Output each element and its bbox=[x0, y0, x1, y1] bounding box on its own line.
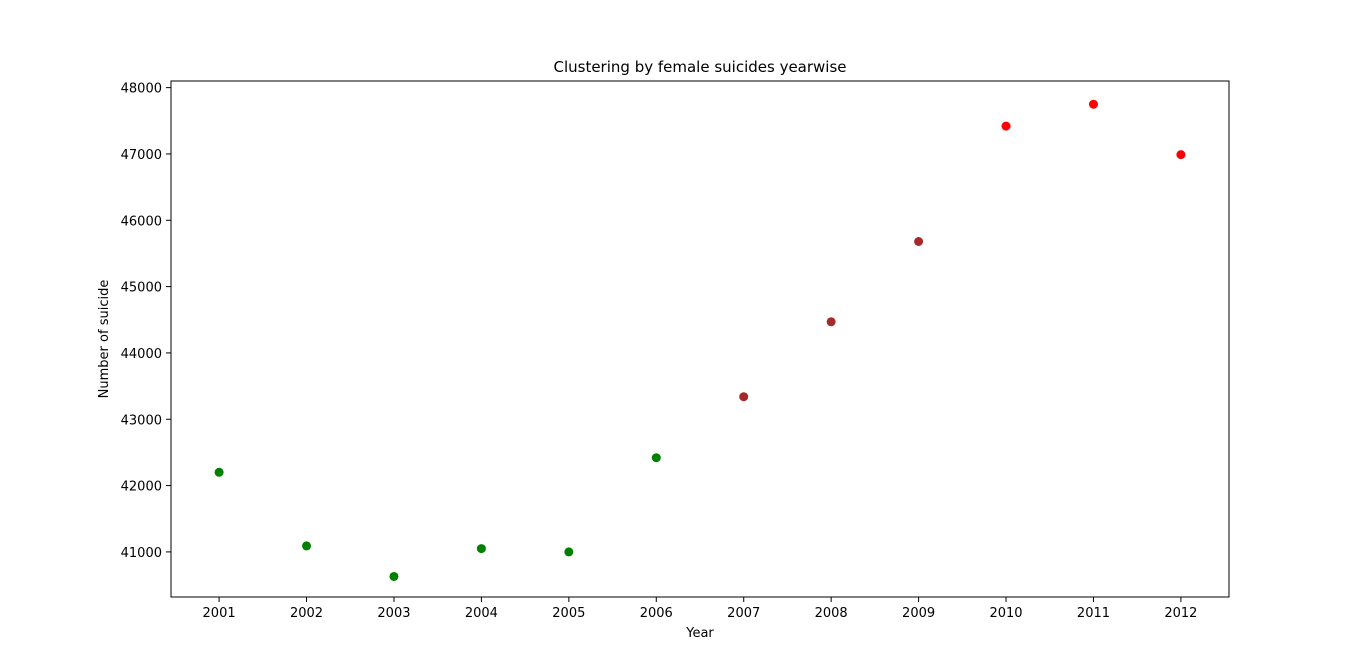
x-tick-label: 2002 bbox=[290, 606, 323, 621]
data-points bbox=[214, 99, 1186, 581]
x-tick-label: 2003 bbox=[377, 606, 410, 621]
data-point bbox=[302, 541, 312, 551]
y-axis-title: Number of suicide bbox=[97, 280, 112, 399]
data-point bbox=[476, 544, 486, 554]
y-tick-label: 48000 bbox=[121, 82, 162, 97]
y-tick-label: 42000 bbox=[121, 480, 162, 495]
x-tick-label: 2001 bbox=[203, 606, 236, 621]
data-point bbox=[564, 547, 574, 557]
plot-area: 2001 2002 2003 2004 2005 2006 2007 2008 2009 2010… bbox=[121, 80, 1230, 621]
y-tick-label: 44000 bbox=[121, 347, 162, 362]
x-tick-label: 2011 bbox=[1077, 606, 1110, 621]
x-tick-label: 2004 bbox=[465, 606, 498, 621]
x-tick-label: 2010 bbox=[989, 606, 1022, 621]
x-tick-label: 2008 bbox=[815, 606, 848, 621]
x-axis: 2001 2002 2003 2004 2005 2006 2007 2008 2009 2010… bbox=[203, 597, 1197, 621]
plot-frame bbox=[170, 80, 1230, 598]
data-point bbox=[826, 317, 836, 327]
chart-title: Clustering by female suicides yearwise bbox=[553, 58, 846, 76]
x-tick-label: 2009 bbox=[902, 606, 935, 621]
y-tick-label: 43000 bbox=[121, 413, 162, 428]
data-point bbox=[1001, 121, 1011, 131]
x-tick-label: 2007 bbox=[727, 606, 760, 621]
y-tick-label: 45000 bbox=[121, 281, 162, 296]
y-tick-label: 46000 bbox=[121, 214, 162, 229]
y-tick-label: 41000 bbox=[121, 546, 162, 561]
x-tick-label: 2006 bbox=[640, 606, 673, 621]
x-axis-title: Year bbox=[685, 626, 714, 641]
data-point bbox=[389, 571, 399, 581]
y-axis: 41000 42000 43000 44000 45000 46000 47000 48000 bbox=[121, 82, 171, 561]
y-tick-label: 47000 bbox=[121, 148, 162, 163]
data-point bbox=[1088, 99, 1098, 109]
data-point bbox=[914, 237, 924, 247]
x-tick-label: 2012 bbox=[1164, 606, 1197, 621]
data-point bbox=[1176, 150, 1186, 160]
x-tick-label: 2005 bbox=[552, 606, 585, 621]
data-point bbox=[739, 392, 749, 402]
data-point bbox=[651, 453, 661, 463]
data-point bbox=[214, 467, 224, 477]
